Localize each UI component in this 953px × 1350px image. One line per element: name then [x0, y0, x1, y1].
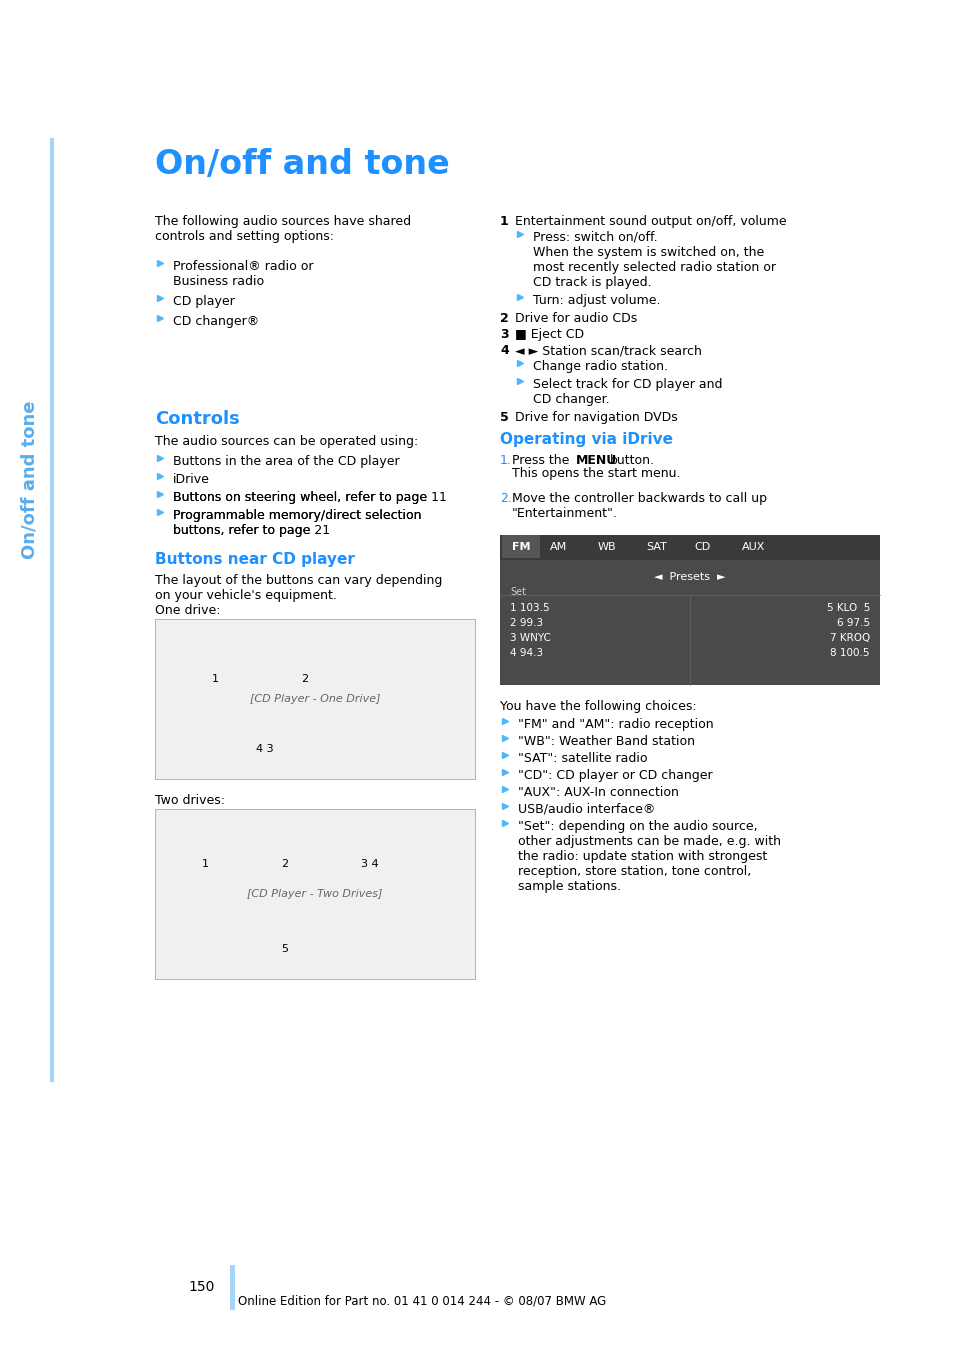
Text: 4 94.3: 4 94.3 — [510, 648, 542, 657]
Text: One drive:: One drive: — [154, 603, 220, 617]
Text: CD player: CD player — [172, 296, 234, 308]
Text: FM: FM — [511, 541, 530, 552]
Text: button.: button. — [609, 454, 655, 467]
Text: 4: 4 — [499, 344, 508, 356]
Text: Programmable memory/direct selection
buttons, refer to page: Programmable memory/direct selection but… — [172, 509, 421, 537]
Text: "Set": depending on the audio source,
other adjustments can be made, e.g. with
t: "Set": depending on the audio source, ot… — [517, 819, 781, 892]
Text: 1: 1 — [212, 674, 218, 684]
Bar — [154, 809, 475, 979]
Text: ■ Eject CD: ■ Eject CD — [515, 328, 583, 342]
Text: AM: AM — [550, 541, 567, 552]
Text: Buttons on steering wheel, refer to page: Buttons on steering wheel, refer to page — [172, 491, 431, 504]
Bar — [501, 535, 539, 558]
Text: Change radio station.: Change radio station. — [533, 360, 667, 373]
Text: Controls: Controls — [154, 410, 239, 428]
Text: Programmable memory/direct selection
buttons, refer to page: Programmable memory/direct selection but… — [172, 509, 421, 537]
Bar — [499, 560, 879, 684]
Text: On/off and tone: On/off and tone — [21, 401, 39, 559]
Text: 3 4: 3 4 — [361, 859, 378, 869]
Text: Select track for CD player and
CD changer.: Select track for CD player and CD change… — [533, 378, 721, 406]
Text: Press: switch on/off.
When the system is switched on, the
most recently selected: Press: switch on/off. When the system is… — [533, 231, 775, 289]
Text: 2: 2 — [301, 674, 308, 684]
Text: "SAT": satellite radio: "SAT": satellite radio — [517, 752, 647, 765]
Text: Drive for navigation DVDs: Drive for navigation DVDs — [515, 410, 677, 424]
Text: Set: Set — [510, 587, 525, 597]
Text: Buttons near CD player: Buttons near CD player — [154, 552, 355, 567]
Text: [CD Player - Two Drives]: [CD Player - Two Drives] — [247, 890, 382, 899]
Text: WB: WB — [598, 541, 616, 552]
Text: On/off and tone: On/off and tone — [154, 148, 449, 181]
Text: 1.: 1. — [499, 454, 512, 467]
Text: 2: 2 — [499, 312, 508, 325]
Text: "CD": CD player or CD changer: "CD": CD player or CD changer — [517, 769, 712, 782]
Text: AUX: AUX — [741, 541, 764, 552]
Text: Drive for audio CDs: Drive for audio CDs — [515, 312, 637, 325]
Text: The layout of the buttons can vary depending
on your vehicle's equipment.: The layout of the buttons can vary depen… — [154, 574, 442, 602]
Text: iDrive: iDrive — [172, 472, 210, 486]
Text: 4 3: 4 3 — [256, 744, 274, 755]
Text: [CD Player - One Drive]: [CD Player - One Drive] — [250, 694, 380, 703]
Text: 3 WNYC: 3 WNYC — [510, 633, 550, 643]
Text: CD: CD — [693, 541, 709, 552]
Text: 3: 3 — [499, 328, 508, 342]
Text: Two drives:: Two drives: — [154, 794, 225, 807]
Text: 1 103.5: 1 103.5 — [510, 603, 549, 613]
Text: You have the following choices:: You have the following choices: — [499, 701, 696, 713]
Text: Turn: adjust volume.: Turn: adjust volume. — [533, 294, 659, 306]
Text: "FM" and "AM": radio reception: "FM" and "AM": radio reception — [517, 718, 713, 730]
Text: USB/audio interface®: USB/audio interface® — [517, 803, 655, 815]
Text: 5: 5 — [281, 944, 288, 954]
Text: The audio sources can be operated using:: The audio sources can be operated using: — [154, 435, 417, 448]
Text: Operating via iDrive: Operating via iDrive — [499, 432, 672, 447]
Text: The following audio sources have shared
controls and setting options:: The following audio sources have shared … — [154, 215, 411, 243]
Text: CD changer®: CD changer® — [172, 315, 259, 328]
Text: Entertainment sound output on/off, volume: Entertainment sound output on/off, volum… — [515, 215, 786, 228]
Bar — [154, 620, 475, 779]
Bar — [499, 535, 879, 560]
Text: Online Edition for Part no. 01 41 0 014 244 - © 08/07 BMW AG: Online Edition for Part no. 01 41 0 014 … — [237, 1295, 605, 1308]
Bar — [230, 1265, 234, 1310]
Text: 2 99.3: 2 99.3 — [510, 618, 542, 628]
Text: 1: 1 — [201, 859, 209, 869]
Text: 2: 2 — [281, 859, 288, 869]
Text: SAT: SAT — [645, 541, 666, 552]
Text: 8 100.5: 8 100.5 — [830, 648, 869, 657]
Text: This opens the start menu.: This opens the start menu. — [512, 467, 679, 481]
Text: Buttons in the area of the CD player: Buttons in the area of the CD player — [172, 455, 399, 468]
Text: Move the controller backwards to call up
"Entertainment".: Move the controller backwards to call up… — [512, 491, 766, 520]
Text: 2.: 2. — [499, 491, 512, 505]
Text: Buttons on steering wheel, refer to page: Buttons on steering wheel, refer to page — [172, 491, 431, 504]
Text: ◄  Presets  ►: ◄ Presets ► — [654, 572, 725, 582]
Text: Professional® radio or
Business radio: Professional® radio or Business radio — [172, 261, 314, 288]
Text: Programmable memory/direct selection
buttons, refer to page 21: Programmable memory/direct selection but… — [172, 509, 421, 537]
Text: 5: 5 — [499, 410, 508, 424]
Text: 150: 150 — [189, 1280, 214, 1295]
Text: 1: 1 — [499, 215, 508, 228]
Text: "WB": Weather Band station: "WB": Weather Band station — [517, 734, 695, 748]
Text: Press the: Press the — [512, 454, 573, 467]
Text: 7 KROQ: 7 KROQ — [829, 633, 869, 643]
Text: ◄ ► Station scan/track search: ◄ ► Station scan/track search — [515, 344, 701, 356]
Text: "AUX": AUX-In connection: "AUX": AUX-In connection — [517, 786, 679, 799]
Text: 5 KLO  5: 5 KLO 5 — [825, 603, 869, 613]
Text: 6 97.5: 6 97.5 — [836, 618, 869, 628]
Text: MENU: MENU — [576, 454, 617, 467]
Text: Buttons on steering wheel, refer to page 11: Buttons on steering wheel, refer to page… — [172, 491, 446, 504]
